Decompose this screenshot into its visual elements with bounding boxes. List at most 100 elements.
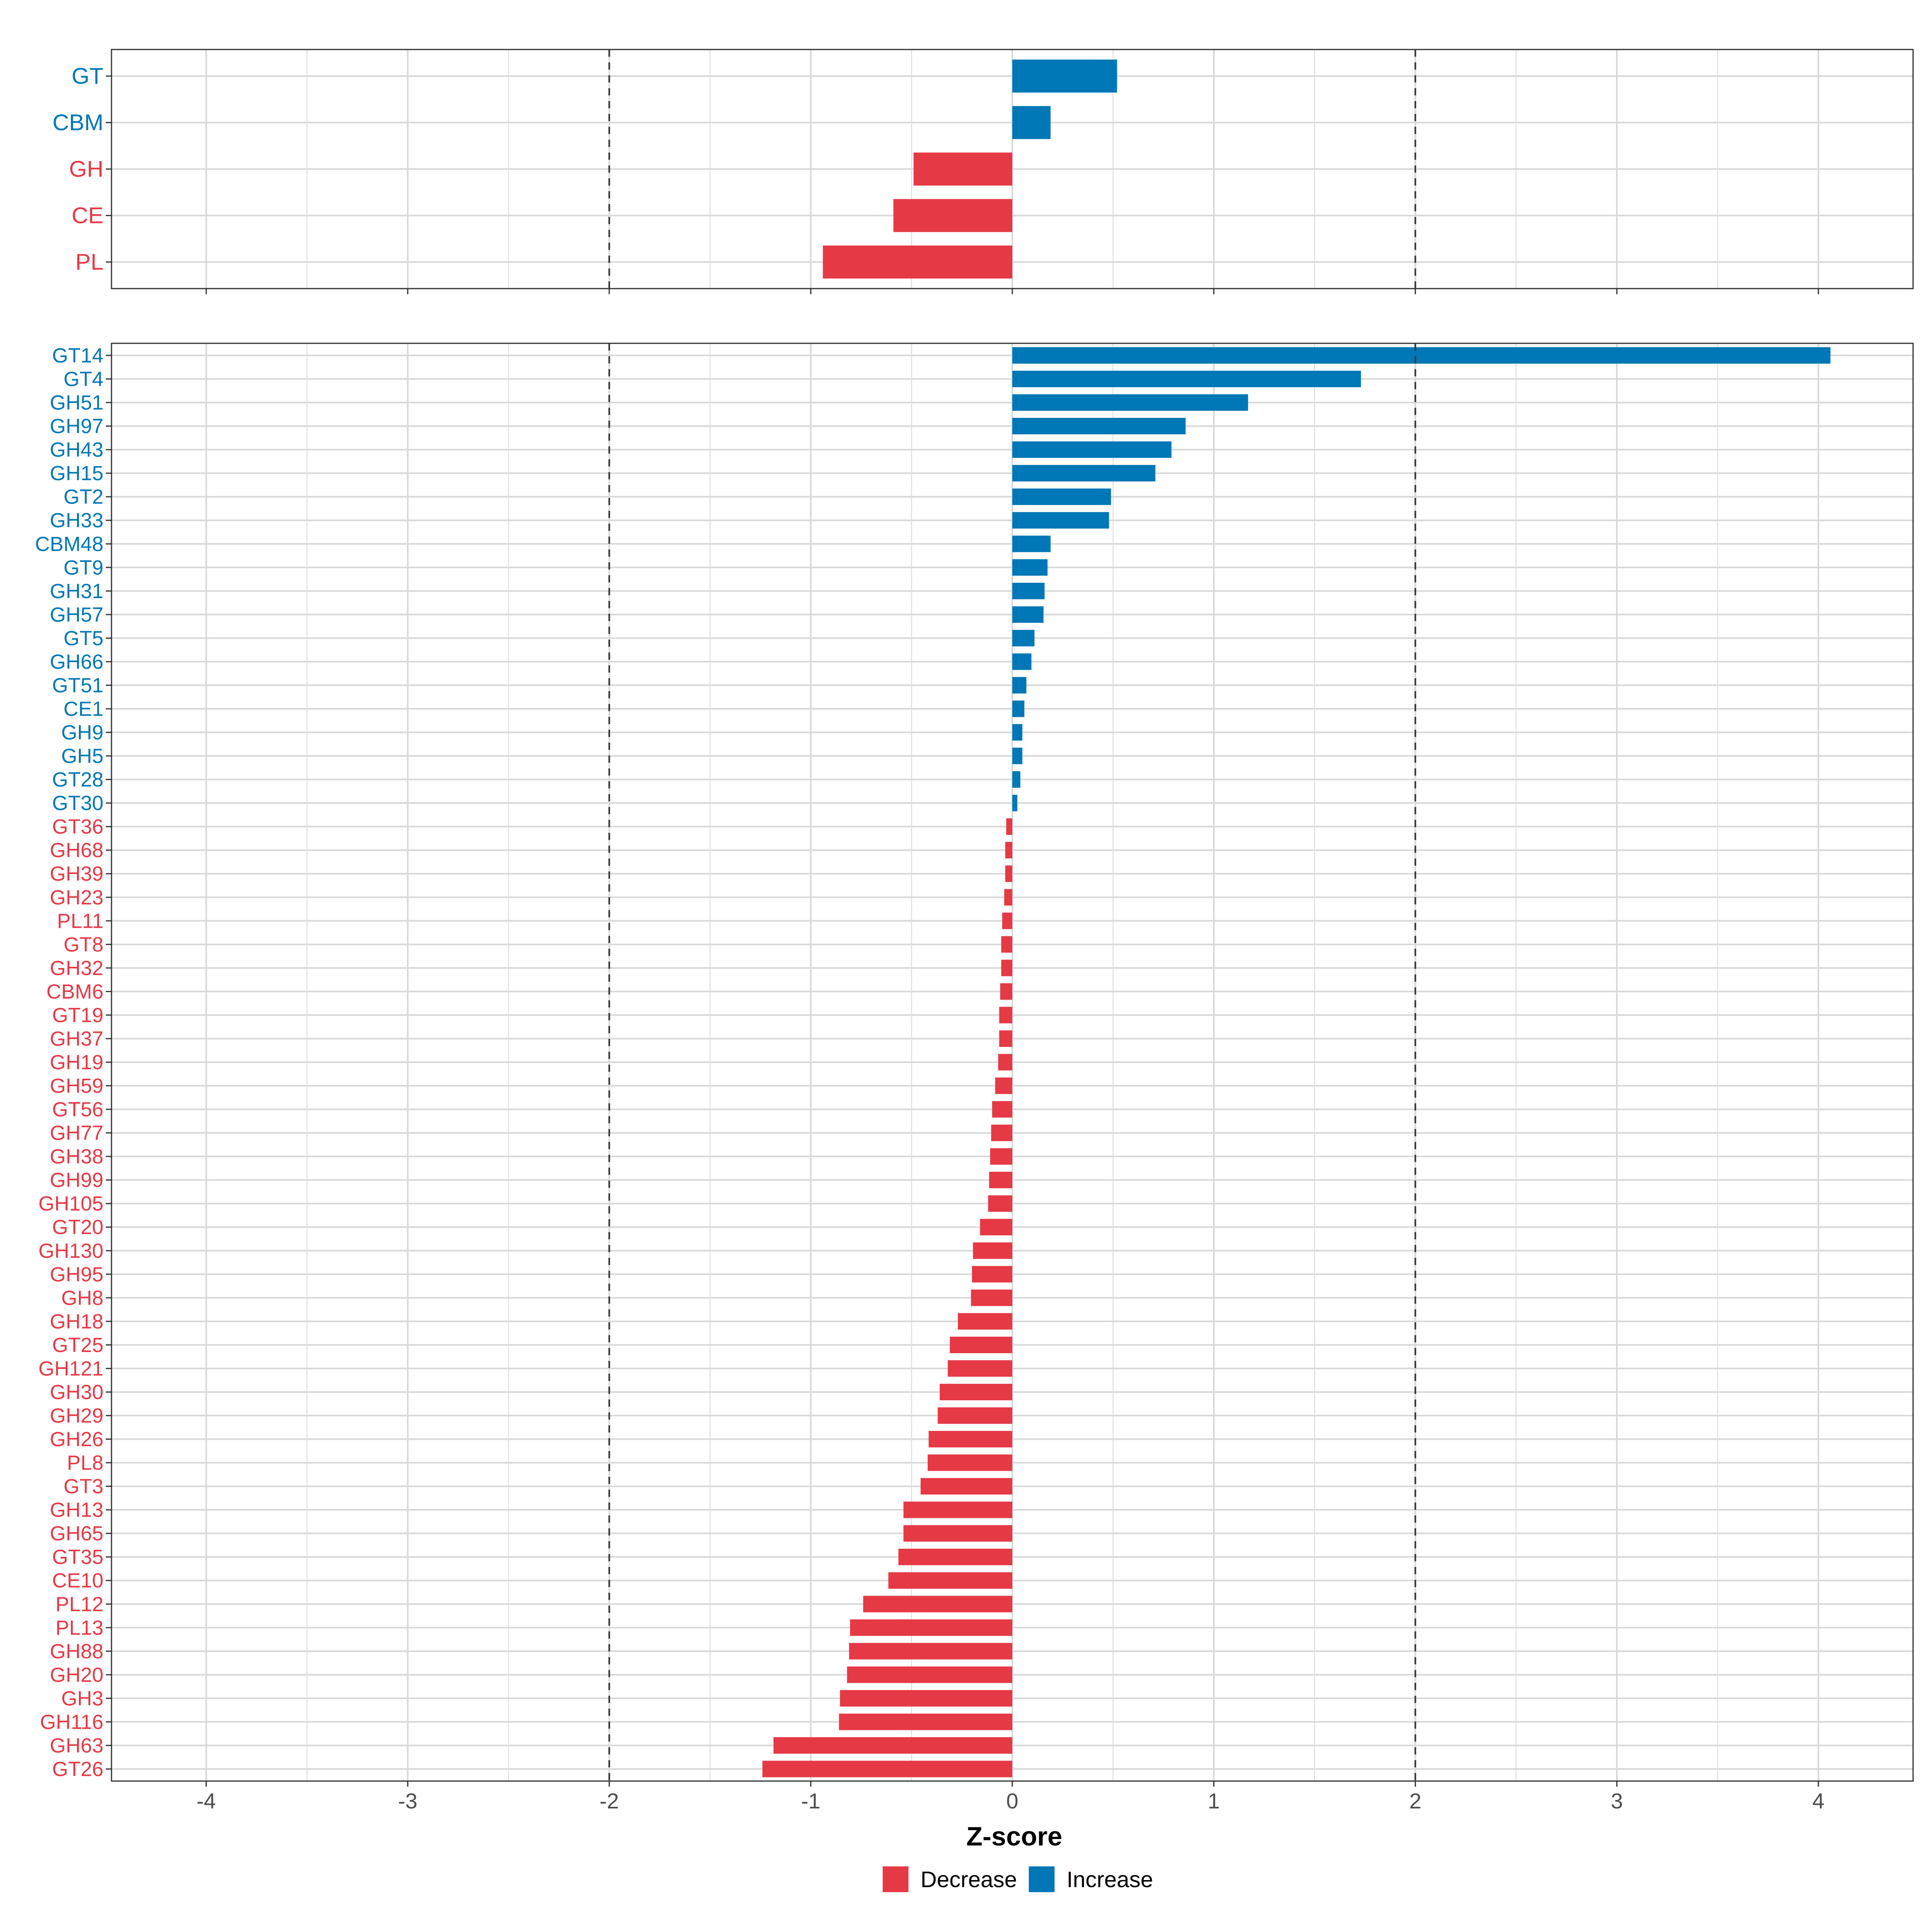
bar-GH3 [840, 1690, 1012, 1707]
y-tick-label: PL8 [67, 1451, 103, 1474]
bar-GH30 [939, 1383, 1012, 1400]
y-tick-label: GT19 [52, 1003, 103, 1026]
y-tick-label: GH130 [38, 1239, 103, 1262]
bar-GH88 [849, 1643, 1012, 1660]
panel-family-level: GT14GT4GH51GH97GH43GH15GT2GH33CBM48GT9GH… [35, 343, 1914, 1787]
y-tick-label: GH3 [61, 1687, 103, 1710]
bar-GH130 [973, 1242, 1012, 1259]
bar-GH99 [989, 1172, 1012, 1189]
bar-GT [1012, 60, 1117, 93]
bar-GH43 [1012, 441, 1172, 458]
bar-GT35 [898, 1548, 1012, 1565]
bar-GT2 [1012, 488, 1111, 505]
bar-GH19 [998, 1054, 1012, 1071]
bar-GH5 [1012, 747, 1023, 764]
y-tick-label: GT35 [52, 1546, 103, 1569]
bar-GH26 [929, 1431, 1012, 1448]
bar-GH63 [773, 1737, 1012, 1754]
y-tick-label: GT30 [52, 792, 103, 815]
y-tick-label: GH20 [50, 1663, 103, 1686]
bar-GT19 [999, 1007, 1012, 1024]
y-tick-label: GH9 [61, 721, 103, 744]
bar-GH39 [1005, 865, 1012, 882]
y-tick-label: GT14 [52, 344, 103, 367]
y-tick-label: GH99 [50, 1168, 103, 1191]
x-tick-label: -1 [801, 1789, 820, 1813]
x-tick-label: 1 [1208, 1789, 1220, 1813]
bar-GT8 [1001, 936, 1012, 953]
bar-CE10 [888, 1572, 1012, 1589]
bar-GT14 [1012, 347, 1831, 364]
bar-GT5 [1012, 630, 1035, 646]
bar-GT30 [1012, 795, 1018, 811]
y-tick-label: GH105 [38, 1192, 103, 1215]
bar-GH57 [1012, 606, 1044, 623]
y-tick-label: GT5 [64, 627, 103, 650]
bar-GH105 [988, 1195, 1012, 1212]
bar-GT28 [1012, 771, 1021, 788]
y-tick-label: GT51 [52, 674, 103, 697]
legend-increase-label: Increase [1067, 1867, 1153, 1892]
y-tick-label: PL11 [57, 909, 103, 932]
y-tick-label: GT [72, 63, 103, 89]
bar-GH15 [1012, 465, 1156, 482]
y-tick-label: GH30 [50, 1381, 103, 1404]
bar-GT4 [1012, 371, 1361, 388]
bar-GT51 [1012, 677, 1027, 694]
y-tick-label: GH63 [50, 1734, 103, 1757]
x-axis-title: Z-score [966, 1821, 1062, 1851]
y-tick-label: PL12 [56, 1593, 103, 1616]
y-tick-label: GH31 [50, 580, 103, 603]
y-tick-label: GT56 [52, 1098, 103, 1121]
y-tick-label: GH39 [50, 862, 103, 885]
bar-GT3 [921, 1478, 1012, 1495]
legend: Decrease Increase [883, 1866, 1153, 1892]
bar-CBM6 [1000, 983, 1012, 1000]
y-tick-label: GT25 [52, 1333, 103, 1356]
x-tick-label: 0 [1006, 1789, 1018, 1813]
legend-increase-swatch [1029, 1866, 1055, 1892]
y-tick-label: GH32 [50, 956, 103, 979]
y-tick-label: CE10 [52, 1569, 103, 1592]
bar-GH65 [903, 1525, 1012, 1542]
y-tick-label: CBM [52, 110, 103, 136]
bar-GH9 [1012, 724, 1023, 741]
y-tick-label: GT3 [64, 1475, 103, 1498]
bar-GH20 [847, 1666, 1012, 1683]
y-tick-label: GT2 [64, 485, 103, 508]
bar-GH8 [971, 1289, 1012, 1306]
y-tick-label: CE1 [64, 698, 103, 720]
y-tick-label: GT36 [52, 815, 103, 838]
bar-PL [823, 246, 1012, 279]
y-tick-label: GH51 [50, 391, 103, 414]
bar-CE1 [1012, 700, 1025, 717]
y-tick-label: GH38 [50, 1145, 103, 1168]
bar-GH18 [958, 1313, 1012, 1330]
bar-GT26 [762, 1761, 1012, 1777]
y-tick-label: GH121 [38, 1357, 103, 1380]
y-tick-label: CBM6 [46, 980, 103, 1003]
bar-GH29 [937, 1407, 1012, 1424]
y-tick-label: GH13 [50, 1499, 103, 1521]
bar-PL12 [863, 1596, 1012, 1612]
y-tick-label: GH37 [50, 1027, 103, 1050]
panel-class-level: GT CBM GH CE PL [52, 49, 1914, 294]
y-tick-label: GH65 [50, 1522, 103, 1545]
x-tick-label: -4 [196, 1789, 216, 1813]
bar-GH38 [990, 1148, 1012, 1165]
y-tick-label: GH97 [50, 415, 103, 438]
y-tick-label: GH23 [50, 886, 103, 909]
y-tick-label: GH43 [50, 438, 103, 461]
bar-GT9 [1012, 559, 1048, 576]
y-tick-label: GH88 [50, 1640, 103, 1663]
bar-CBM48 [1012, 535, 1051, 552]
bar-PL8 [927, 1454, 1012, 1471]
legend-decrease-swatch [883, 1866, 908, 1892]
bar-GH116 [839, 1713, 1012, 1730]
y-tick-label: GT20 [52, 1216, 103, 1238]
bar-GH13 [903, 1501, 1012, 1518]
y-tick-label: CE [72, 203, 103, 229]
y-tick-label: GT8 [64, 933, 103, 956]
y-tick-label: GT9 [64, 556, 103, 579]
